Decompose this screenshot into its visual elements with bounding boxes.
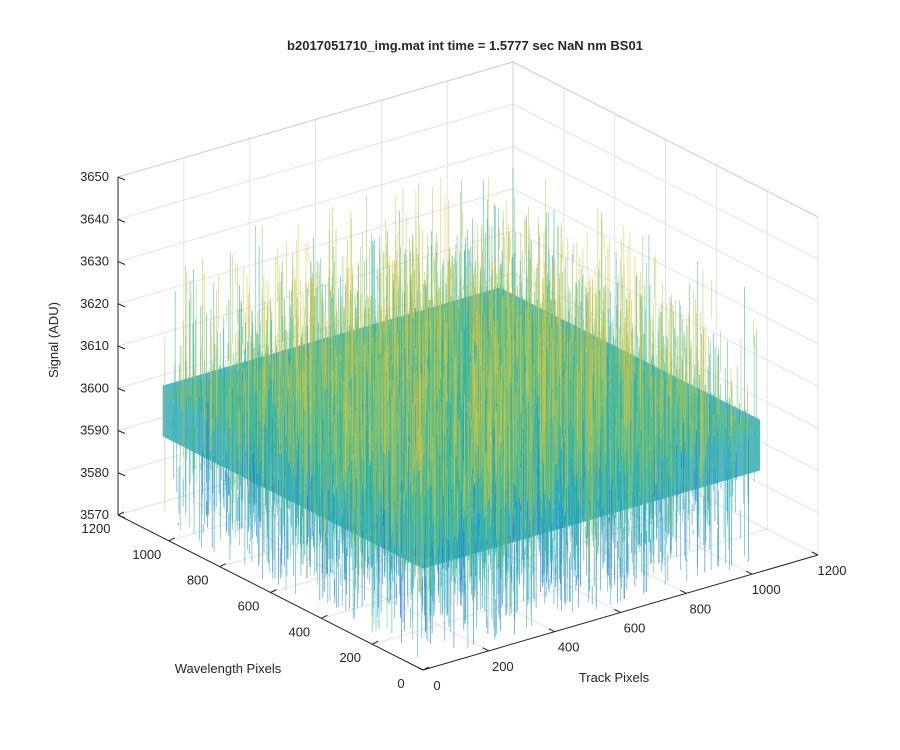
surface-mesh	[162, 168, 761, 658]
z-tick-label: 3610	[80, 338, 109, 353]
y-tick-mark	[270, 589, 277, 593]
z-tick-mark	[117, 345, 126, 350]
z-tick-mark	[117, 514, 126, 519]
y-tick-label: 800	[187, 573, 209, 588]
y-tick-label: 200	[339, 650, 361, 665]
z-tick-label: 3620	[80, 296, 109, 311]
y-tick-label: 1200	[82, 521, 111, 536]
x-tick-label: 400	[558, 640, 580, 655]
box-edge-top-side	[512, 61, 819, 218]
x-tick-label: 1000	[752, 582, 781, 597]
y-tick-mark	[422, 666, 430, 671]
z-tick-label: 3630	[80, 254, 109, 269]
y-axis-label: Wavelength Pixels	[175, 661, 282, 676]
z-tick-label: 3640	[80, 211, 109, 226]
x-tick-label: 0	[433, 678, 440, 693]
x-tick-mark	[416, 666, 424, 671]
x-tick-label: 200	[492, 659, 514, 674]
box-edge-top-back	[117, 61, 514, 178]
z-tick-mark	[117, 261, 126, 265]
z-tick-mark	[117, 218, 126, 223]
x-tick-label: 600	[624, 621, 646, 636]
z-tick-mark	[117, 303, 126, 308]
y-tick-label: 1000	[132, 547, 161, 562]
y-tick-label: 0	[397, 676, 404, 691]
y-tick-label: 400	[288, 624, 310, 639]
z-tick-mark	[117, 387, 126, 392]
z-tick-mark	[117, 430, 126, 434]
z-tick-label: 3570	[80, 507, 109, 522]
x-tick-mark	[614, 609, 621, 613]
z-tick-label: 3580	[80, 465, 109, 480]
y-tick-mark	[168, 537, 176, 542]
tick-labels: 0 200 400 600 800 1000 1200 0 200 400 600 800 1000 12…	[80, 169, 846, 693]
x-tick-mark	[680, 589, 687, 594]
z-tick-label: 3590	[80, 423, 109, 438]
y-tick-mark	[371, 640, 379, 645]
axes-frame	[117, 176, 819, 671]
x-tick-mark	[811, 551, 819, 556]
x-tick-label: 800	[689, 601, 711, 616]
x-tick-mark	[482, 647, 490, 652]
z-axis-label: Signal (ADU)	[46, 302, 61, 378]
z-tick-mark	[117, 472, 126, 477]
x-tick-label: 1200	[818, 563, 847, 578]
y-tick-mark	[321, 614, 328, 619]
chart-title: b2017051710_img.mat int time = 1.5777 se…	[287, 38, 643, 53]
z-tick-mark	[117, 176, 126, 181]
x-tick-mark	[745, 570, 753, 575]
y-tick-mark	[219, 563, 226, 568]
z-tick-label: 3650	[80, 169, 109, 184]
x-axis-label: Track Pixels	[579, 670, 650, 685]
y-tick-label: 600	[238, 599, 260, 614]
z-tick-label: 3600	[80, 380, 109, 395]
x-tick-mark	[548, 628, 555, 633]
y-tick-mark	[117, 511, 125, 516]
surface-noise-5	[181, 177, 754, 599]
